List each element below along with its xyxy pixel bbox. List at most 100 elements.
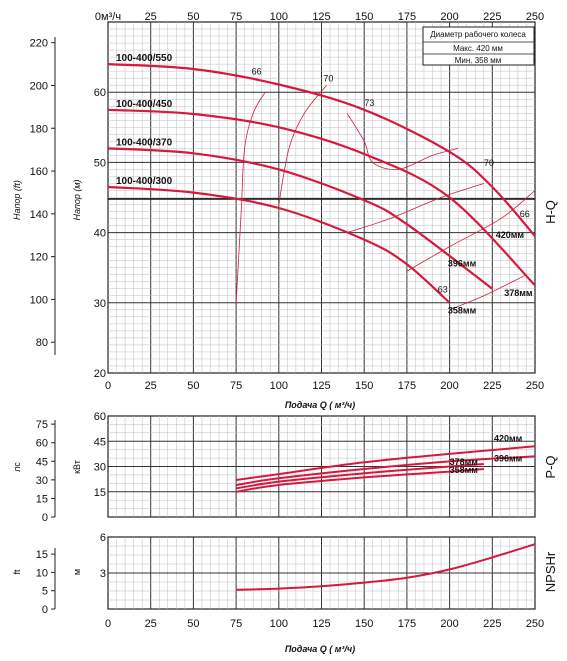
x-tick-label: 225 <box>483 380 501 392</box>
hq-curve <box>107 147 493 290</box>
pq-series-label: 378мм <box>450 457 479 467</box>
efficiency-curve <box>449 274 527 311</box>
kw-tick-label: 30 <box>94 462 106 474</box>
ft-tick-label: 80 <box>36 337 48 349</box>
efficiency-curve <box>346 183 484 233</box>
hp-tick-label: 15 <box>36 493 48 505</box>
m-tick-label: 20 <box>94 368 106 380</box>
npsh-ft-tick-label: 15 <box>36 549 48 561</box>
x-tick-label: 50 <box>187 380 199 392</box>
hq-curve <box>107 185 451 304</box>
diameter-label: 420мм <box>496 230 525 240</box>
top-tick-label: 150 <box>355 11 373 23</box>
curves-layer <box>107 63 536 591</box>
hq-curve <box>107 108 536 287</box>
npsh-m-tick-label: 6 <box>100 532 106 544</box>
ft-tick-label: 180 <box>30 123 48 135</box>
x-tick-label: 150 <box>355 380 373 392</box>
pq-curve <box>235 455 536 486</box>
pq-series-label: 358мм <box>450 465 479 475</box>
ylabel-npsh-ft: ft <box>12 569 22 575</box>
efficiency-label: 70 <box>484 158 494 168</box>
legend-min: Мин. 358 мм <box>455 56 502 65</box>
pq-series-label: 396мм <box>494 453 523 463</box>
npsh-curve <box>236 543 536 591</box>
npsh-ft-tick-label: 0 <box>42 604 48 616</box>
npsh-x-tick-label: 200 <box>440 618 458 630</box>
npsh-x-tick-label: 50 <box>187 618 199 630</box>
top-tick-label: 25 <box>145 11 157 23</box>
series-label: 100-400/450 <box>116 99 173 110</box>
x-tick-label: 250 <box>526 380 544 392</box>
ylabel-kw: кВт <box>72 460 82 474</box>
x-tick-label: 125 <box>312 380 330 392</box>
top-tick-label: 100 <box>270 11 288 23</box>
npsh-x-tick-label: 100 <box>270 618 288 630</box>
ft-tick-label: 120 <box>30 252 48 264</box>
npsh-m-tick-label: 3 <box>100 568 106 580</box>
series-label: 100-400/370 <box>116 137 173 148</box>
top-tick-label: 175 <box>398 11 416 23</box>
m-tick-label: 50 <box>94 157 106 169</box>
ylabel-hp: лс <box>12 462 22 472</box>
m-tick-label: 30 <box>94 298 106 310</box>
npsh-x-tick-label: 125 <box>312 618 330 630</box>
m-tick-label: 40 <box>94 228 106 240</box>
npsh-x-tick-label: 75 <box>230 618 242 630</box>
legend-title: Диаметр рабочего колеса <box>430 30 526 39</box>
top-tick-label: 75 <box>230 11 242 23</box>
ylabel-ft: Напор (ft) <box>12 180 22 220</box>
x-tick-label: 25 <box>145 380 157 392</box>
npsh-x-tick-label: 150 <box>355 618 373 630</box>
efficiency-label: 73 <box>364 98 374 108</box>
efficiency-curve <box>278 84 327 205</box>
top-tick-label: 225 <box>483 11 501 23</box>
efficiency-curve <box>235 91 266 303</box>
top-tick-label: 200 <box>440 11 458 23</box>
npsh-x-tick-label: 175 <box>398 618 416 630</box>
legend-max: Макс. 420 мм <box>453 44 503 53</box>
pq-curve <box>235 463 484 490</box>
kw-tick-label: 15 <box>94 487 106 499</box>
series-label: 100-400/300 <box>116 176 173 187</box>
efficiency-label: 63 <box>438 284 448 294</box>
legend-box: Диаметр рабочего колеса Макс. 420 мм Мин… <box>422 26 535 66</box>
ylabel-npsh-m: м <box>72 569 82 575</box>
x-tick-label: 75 <box>230 380 242 392</box>
hp-tick-label: 60 <box>36 438 48 450</box>
xlabel-npsh: Подача Q ( м³/ч) <box>285 644 355 654</box>
xlabel-hq: Подача Q ( м³/ч) <box>285 400 355 410</box>
series-label: 100-400/550 <box>116 53 173 64</box>
npsh-x-tick-label: 0 <box>105 618 111 630</box>
pq-series-label: 420мм <box>494 433 523 443</box>
npsh-x-tick-label: 25 <box>145 618 157 630</box>
efficiency-label: 66 <box>252 67 262 77</box>
side-label-pq: P-Q <box>543 455 558 478</box>
x-tick-label: 100 <box>270 380 288 392</box>
top-tick-label: 250 <box>526 11 544 23</box>
diameter-label: 358мм <box>448 305 477 315</box>
hp-tick-label: 75 <box>36 419 48 431</box>
top-tick-label: 50 <box>187 11 199 23</box>
hp-tick-label: 45 <box>36 456 48 468</box>
top-tick-label: 0м³/ч <box>95 11 121 23</box>
ft-tick-label: 100 <box>30 294 48 306</box>
side-label-hq: H-Q <box>543 200 558 224</box>
top-tick-label: 125 <box>312 11 330 23</box>
grid-layer <box>51 21 536 610</box>
pq-curve <box>235 445 536 481</box>
kw-tick-label: 60 <box>94 411 106 423</box>
efficiency-label: 66 <box>520 209 530 219</box>
efficiency-curve <box>346 113 459 171</box>
x-tick-label: 0 <box>105 380 111 392</box>
diameter-label: 396мм <box>448 258 477 268</box>
npsh-x-tick-label: 250 <box>526 618 544 630</box>
npsh-ft-tick-label: 10 <box>36 567 48 579</box>
pq-curve <box>235 468 484 493</box>
npsh-ft-tick-label: 5 <box>42 586 48 598</box>
side-label-npsh: NPSHr <box>543 551 558 592</box>
x-tick-label: 200 <box>440 380 458 392</box>
efficiency-label: 70 <box>323 74 333 84</box>
